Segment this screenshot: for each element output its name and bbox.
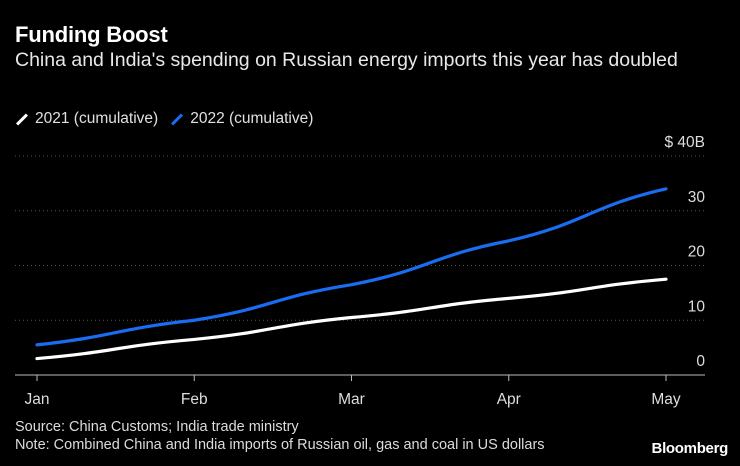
x-tick-label: Apr xyxy=(497,391,521,408)
x-tick-label: Feb xyxy=(181,391,208,408)
footer: Source: China Customs; India trade minis… xyxy=(15,418,545,454)
series-line-2022 xyxy=(35,187,668,347)
data-note: Note: Combined China and India imports o… xyxy=(15,437,545,453)
source-note: Source: China Customs; India trade minis… xyxy=(15,419,299,435)
y-tick-label: 10 xyxy=(688,298,706,315)
bloomberg-logo: Bloomberg xyxy=(651,440,729,457)
series-line-2021 xyxy=(35,277,668,361)
y-tick-label: $ 40B xyxy=(664,134,705,151)
x-tick-label: Mar xyxy=(338,391,365,408)
x-tick-label: May xyxy=(651,391,681,408)
legend-item-2021: 2021 (cumulative) xyxy=(15,110,158,128)
legend-label-2021: 2021 (cumulative) xyxy=(35,110,159,127)
legend: 2021 (cumulative) 2022 (cumulative) xyxy=(15,110,325,128)
y-tick-label: 30 xyxy=(688,189,706,206)
x-tick-label: Jan xyxy=(25,391,50,408)
y-tick-label: 20 xyxy=(688,244,706,261)
legend-label-2022: 2022 (cumulative) xyxy=(190,110,314,127)
chart-subtitle: China and India's spending on Russian en… xyxy=(15,49,678,71)
y-tick-label: 0 xyxy=(696,353,705,370)
legend-item-2022: 2022 (cumulative) xyxy=(170,110,313,128)
chart-title: Funding Boost xyxy=(15,22,168,47)
